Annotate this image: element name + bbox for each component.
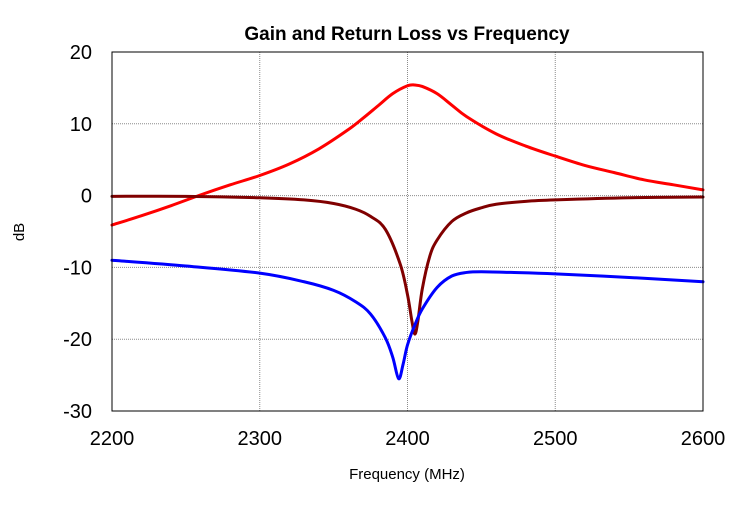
x-tick-label: 2500 — [533, 428, 578, 450]
x-tick-label: 2300 — [238, 428, 283, 450]
y-tick-label: 0 — [81, 186, 92, 208]
y-tick-label: -30 — [63, 401, 92, 423]
y-tick-label: -10 — [63, 257, 92, 279]
series-lines — [110, 83, 705, 381]
x-axis-ticks: 2200 2300 2400 2500 2600 — [90, 428, 726, 450]
y-tick-label: 10 — [70, 114, 92, 136]
series-line-blue — [110, 258, 705, 381]
x-axis-label: Frequency (MHz) — [349, 466, 465, 483]
plot-frame — [111, 51, 704, 412]
x-tick-label: 2600 — [681, 428, 726, 450]
y-tick-label: 20 — [70, 42, 92, 64]
x-tick-label: 2400 — [385, 428, 430, 450]
grid-lines — [112, 52, 703, 411]
series-line-darkred — [110, 194, 705, 336]
chart-title: Gain and Return Loss vs Frequency — [244, 24, 570, 45]
series-line-red — [110, 83, 705, 227]
x-tick-label: 2200 — [90, 428, 135, 450]
y-axis-label: dB — [11, 223, 28, 241]
y-axis-ticks: -30 -20 -10 0 10 20 — [63, 42, 92, 423]
y-tick-label: -20 — [63, 329, 92, 351]
